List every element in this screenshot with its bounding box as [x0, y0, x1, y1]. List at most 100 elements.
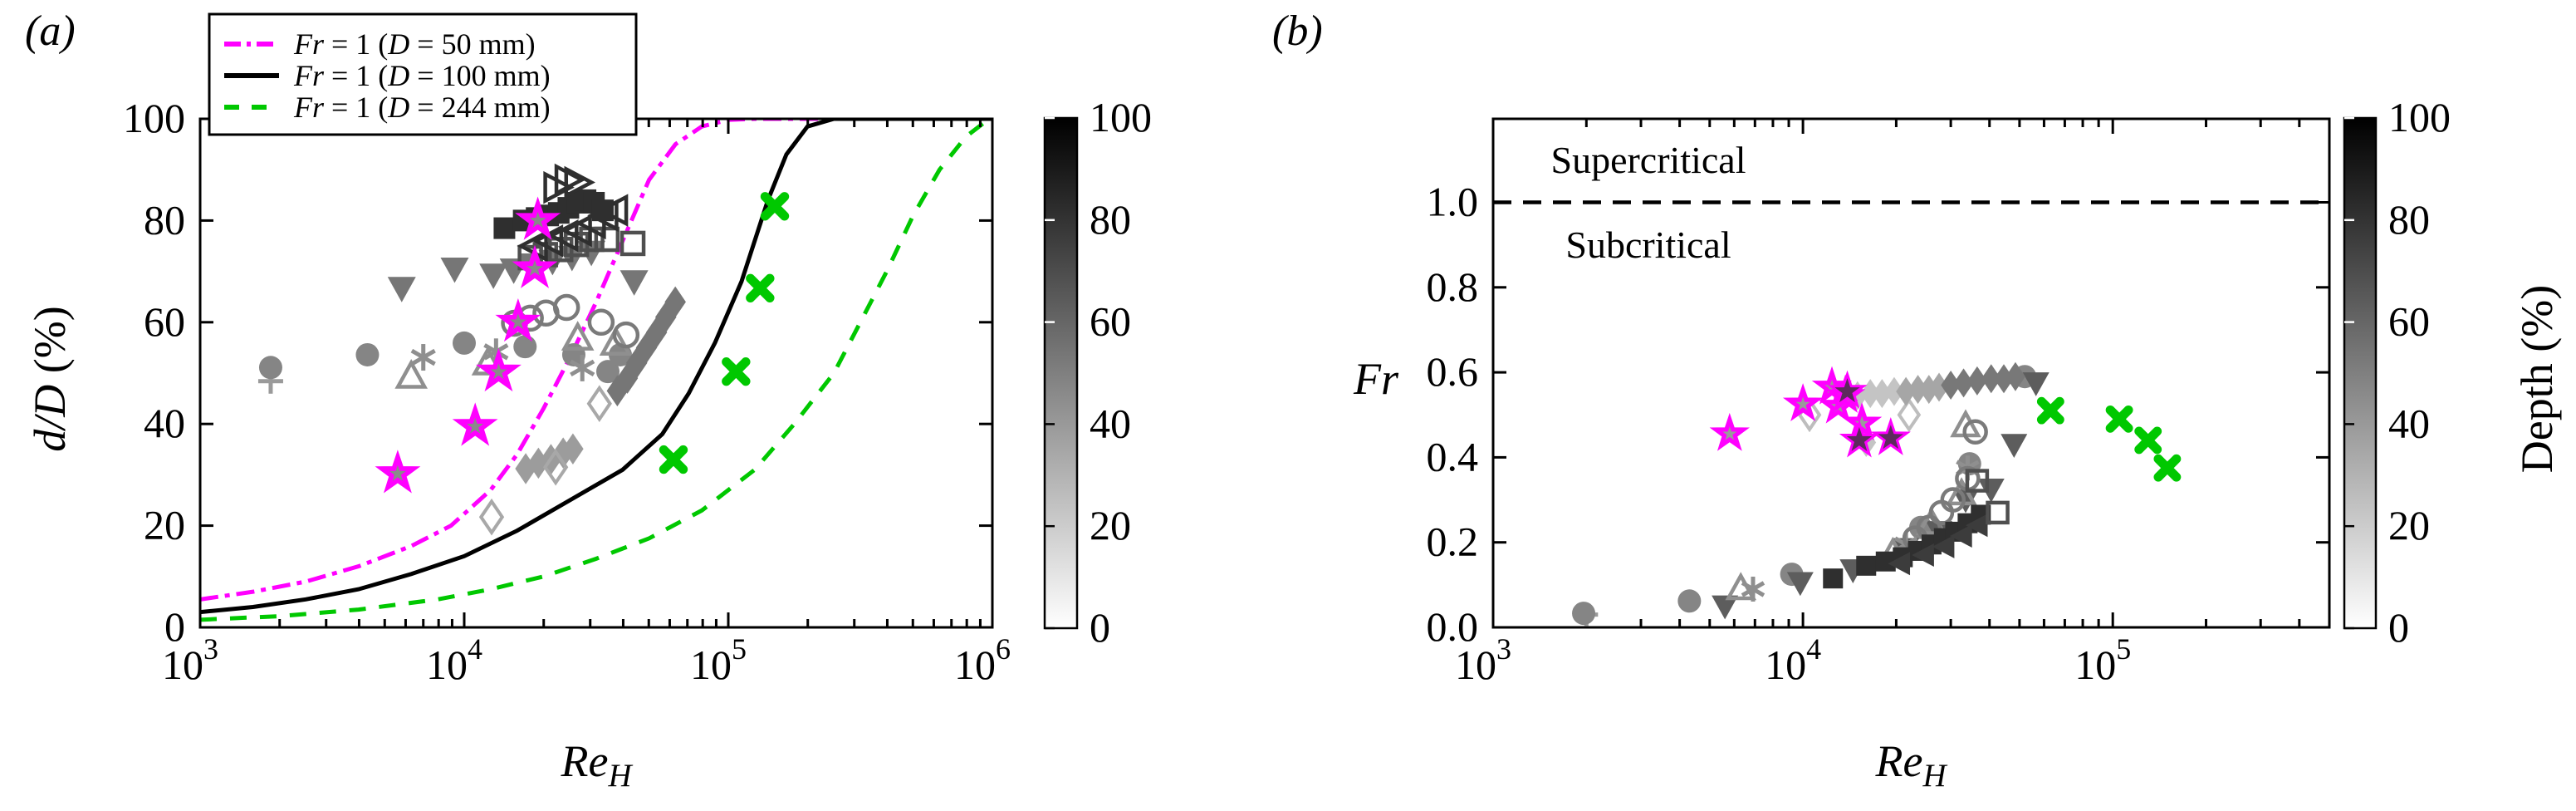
panel-a-tag: (a)	[25, 7, 76, 55]
data-point-circle-open	[1940, 487, 1966, 513]
data-point-triangle-down-filled	[2001, 434, 2028, 459]
data-point-circle-filled	[513, 335, 537, 359]
data-point-diamond-filled	[2005, 361, 2025, 391]
panel-b-x-axis-label: ReH	[1828, 735, 1994, 794]
data-point-diamond-filled	[1981, 364, 2001, 394]
data-point-asterisk	[410, 348, 436, 366]
data-point-diamond-filled	[1884, 376, 1904, 406]
y-tick-label: 40	[144, 400, 185, 446]
data-point-diamond-open	[542, 448, 569, 486]
data-point-triangle-down-filled	[1712, 595, 1739, 620]
data-point-square-open	[1986, 500, 2010, 525]
data-point-star-core	[1722, 426, 1737, 440]
data-point-square-filled	[1823, 568, 1844, 589]
data-point-triangle-down-filled	[1977, 478, 2005, 503]
colorbar-tick-label: 80	[2388, 196, 2430, 243]
data-point-diamond-filled	[562, 433, 584, 464]
data-point-star-core	[526, 260, 543, 276]
data-point-triangle-left-filled	[1888, 552, 1911, 576]
data-point-triangle-right-open	[564, 165, 596, 199]
data-point-x-cross	[2105, 405, 2133, 433]
panel-a-x-label-sub: H	[608, 757, 632, 794]
panel-a-y-axis-label: d/D (%)	[24, 279, 76, 479]
data-point-circle-filled	[1677, 589, 1702, 613]
data-point-star-core	[529, 211, 546, 228]
data-point-diamond-filled	[1941, 370, 1961, 400]
y-tick-label: 1.0	[1427, 179, 1479, 225]
data-point-diamond-filled	[1872, 379, 1893, 409]
data-point-square-open	[620, 230, 646, 257]
colorbar-tick-label: 40	[1090, 400, 1131, 446]
panel-a: 103 104 105 106 0 20 40 60 80 100 Fr = 1 (D = 50 m…	[123, 12, 1152, 688]
colorbar	[2343, 116, 2378, 630]
data-point-triangle-left-filled	[1932, 534, 1955, 558]
y-tick-label: 0.4	[1427, 433, 1479, 479]
y-tick-label: 20	[144, 502, 185, 548]
curve-Fr1-D50	[200, 119, 992, 602]
data-point-square-filled	[1856, 555, 1877, 576]
data-point-star-dark	[1839, 419, 1880, 458]
data-point-star-core	[490, 363, 507, 380]
data-point-triangle-left-filled	[1912, 543, 1934, 568]
data-point-star-core	[467, 417, 484, 434]
panel-a-x-label-main: Re	[561, 736, 609, 786]
x-tick-label: 104	[1765, 632, 1821, 688]
data-point-circle-filled	[355, 342, 380, 366]
data-point-triangle-left-filled	[1950, 524, 1972, 548]
panel-b-y-axis-label: Fr	[1354, 354, 1398, 404]
data-point-circle-filled	[258, 356, 282, 380]
colorbar-tick-label: 0	[1090, 604, 1110, 651]
data-point-diamond-filled	[1953, 368, 1974, 398]
panel-b-x-label-sub: H	[1922, 757, 1947, 794]
data-point-triangle-down-filled	[620, 270, 649, 296]
data-point-star-dark	[1827, 370, 1868, 409]
x-tick-label: 105	[2074, 632, 2131, 688]
curve-Fr1-D100	[200, 119, 992, 615]
colorbar-tick-label: 60	[1090, 298, 1131, 345]
legend-entry-label: Fr = 1 (D = 100 mm)	[293, 59, 551, 92]
y-tick-label: 0	[164, 603, 185, 650]
data-point-circle-filled	[596, 360, 620, 384]
data-point-triangle-down-filled	[1786, 572, 1814, 597]
y-tick-label: 0.2	[1427, 519, 1479, 565]
y-tick-label: 0.8	[1427, 263, 1479, 310]
data-point-asterisk	[570, 359, 595, 377]
data-point-triangle-down-filled	[440, 257, 469, 283]
data-point-asterisk	[1741, 581, 1765, 597]
data-point-circle-open	[612, 321, 640, 349]
data-point-star-core	[1795, 396, 1810, 410]
panel-b-tag: (b)	[1272, 7, 1323, 55]
legend-entry-label: Fr = 1 (D = 244 mm)	[293, 91, 551, 124]
data-point-asterisk	[483, 343, 509, 361]
data-point-square-open	[594, 226, 620, 253]
x-tick-label: 103	[162, 632, 218, 688]
colorbar-tick-label: 0	[2388, 604, 2409, 651]
legend-entry-label: Fr = 1 (D = 50 mm)	[293, 27, 536, 61]
data-point-star-dark	[1870, 417, 1911, 455]
data-point-circle-open	[587, 308, 615, 337]
panel-b-x-label-main: Re	[1875, 736, 1923, 786]
data-point-x-cross	[2134, 426, 2162, 455]
data-point-x-cross	[760, 192, 790, 221]
supercritical-annotation: Supercritical	[1550, 139, 1746, 181]
data-point-star-core	[389, 464, 406, 481]
data-point-diamond-filled	[1994, 364, 2014, 394]
data-point-triangle-up-open	[561, 321, 595, 351]
colorbar-tick-label: 20	[2388, 502, 2430, 548]
panel-a-y-label-units: (%)	[25, 306, 75, 385]
data-point-diamond-filled	[1908, 375, 1928, 405]
data-point-circle-filled	[1572, 602, 1596, 626]
panel-a-y-label-math: d/D	[25, 384, 75, 452]
data-point-triangle-left-filled	[1965, 514, 1988, 538]
data-point-triangle-down-filled	[577, 240, 606, 267]
colorbar-b-title: Depth (%)	[2512, 284, 2562, 474]
y-tick-label: 0.0	[1427, 603, 1479, 650]
data-point-diamond-filled	[1896, 376, 1917, 406]
data-point-x-cross	[722, 356, 751, 386]
y-tick-label: 60	[144, 298, 185, 345]
colorbar-tick-label: 20	[1090, 502, 1131, 548]
data-point-diamond-open	[586, 385, 612, 423]
y-tick-label: 80	[144, 196, 185, 243]
data-point-diamond-open	[1897, 397, 1922, 433]
